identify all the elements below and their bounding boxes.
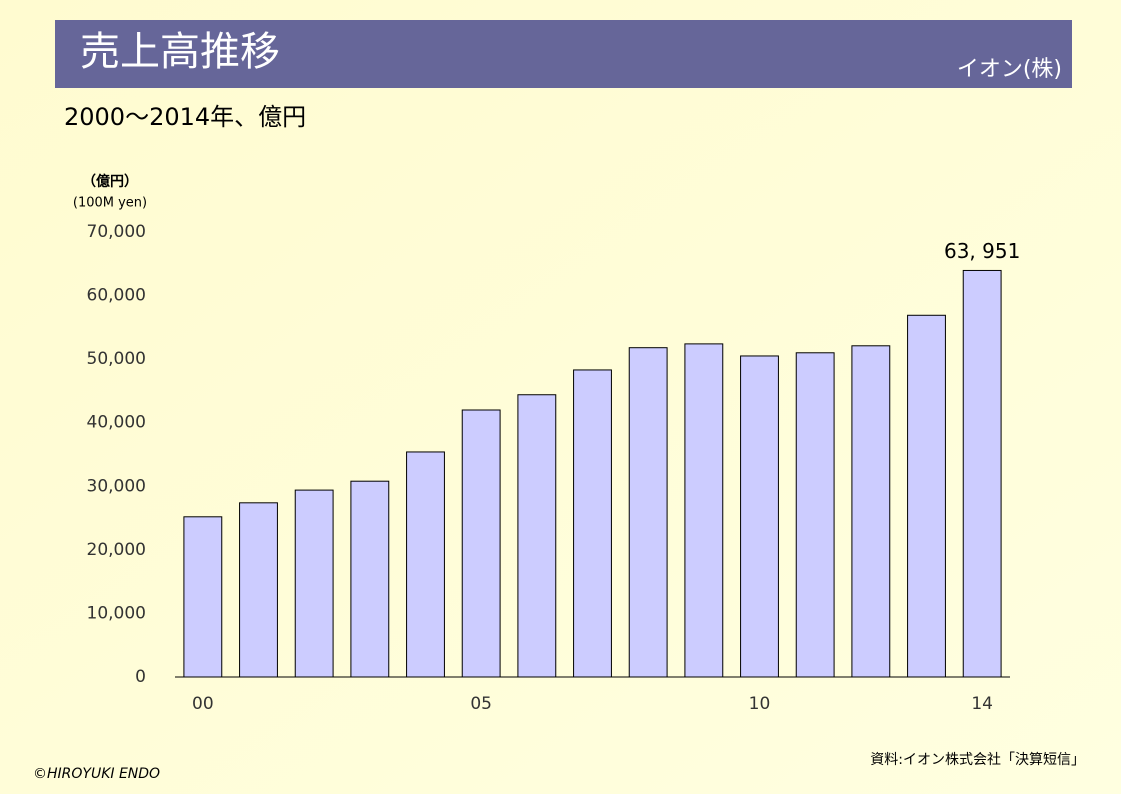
y-tick-label: 20,000 bbox=[87, 540, 146, 560]
chart-title: 売上高推移 bbox=[80, 29, 280, 75]
bar bbox=[573, 369, 612, 678]
bar bbox=[795, 352, 835, 678]
y-tick-label: 70,000 bbox=[87, 222, 146, 242]
bar bbox=[851, 345, 891, 678]
y-tick-label: 0 bbox=[135, 667, 146, 687]
bar bbox=[350, 480, 390, 678]
x-tick-label: 14 bbox=[971, 694, 993, 714]
x-tick-label: 05 bbox=[470, 694, 492, 714]
bar bbox=[183, 516, 223, 678]
company: イオン(株) bbox=[957, 57, 1062, 82]
subtitle: 2000～2014年、億円 bbox=[64, 103, 306, 131]
y-tick-label: 50,000 bbox=[87, 349, 146, 369]
bar bbox=[517, 394, 557, 678]
x-tick-label: 00 bbox=[192, 694, 214, 714]
y-tick-label: 30,000 bbox=[87, 476, 146, 496]
bar bbox=[907, 314, 946, 678]
x-tick-label: 10 bbox=[749, 694, 771, 714]
bar bbox=[962, 269, 1002, 678]
y-tick-label: 60,000 bbox=[87, 286, 146, 306]
bar bbox=[628, 347, 668, 678]
copyright: ©HIROYUKI ENDO bbox=[33, 766, 160, 782]
y-tick-label: 10,000 bbox=[87, 603, 146, 623]
value-label: 63, 951 bbox=[944, 239, 1020, 263]
y-unit: （億円） bbox=[82, 173, 138, 190]
y-unit-en: (100M yen) bbox=[73, 196, 147, 211]
bar bbox=[461, 409, 501, 678]
bar bbox=[406, 451, 445, 678]
bar bbox=[294, 489, 334, 678]
bar bbox=[239, 502, 278, 678]
source: 資料:イオン株式会社「決算短信」 bbox=[870, 752, 1085, 768]
header-band bbox=[55, 20, 1072, 88]
bar bbox=[740, 355, 779, 678]
y-tick-label: 40,000 bbox=[87, 413, 146, 433]
bar bbox=[684, 343, 724, 678]
